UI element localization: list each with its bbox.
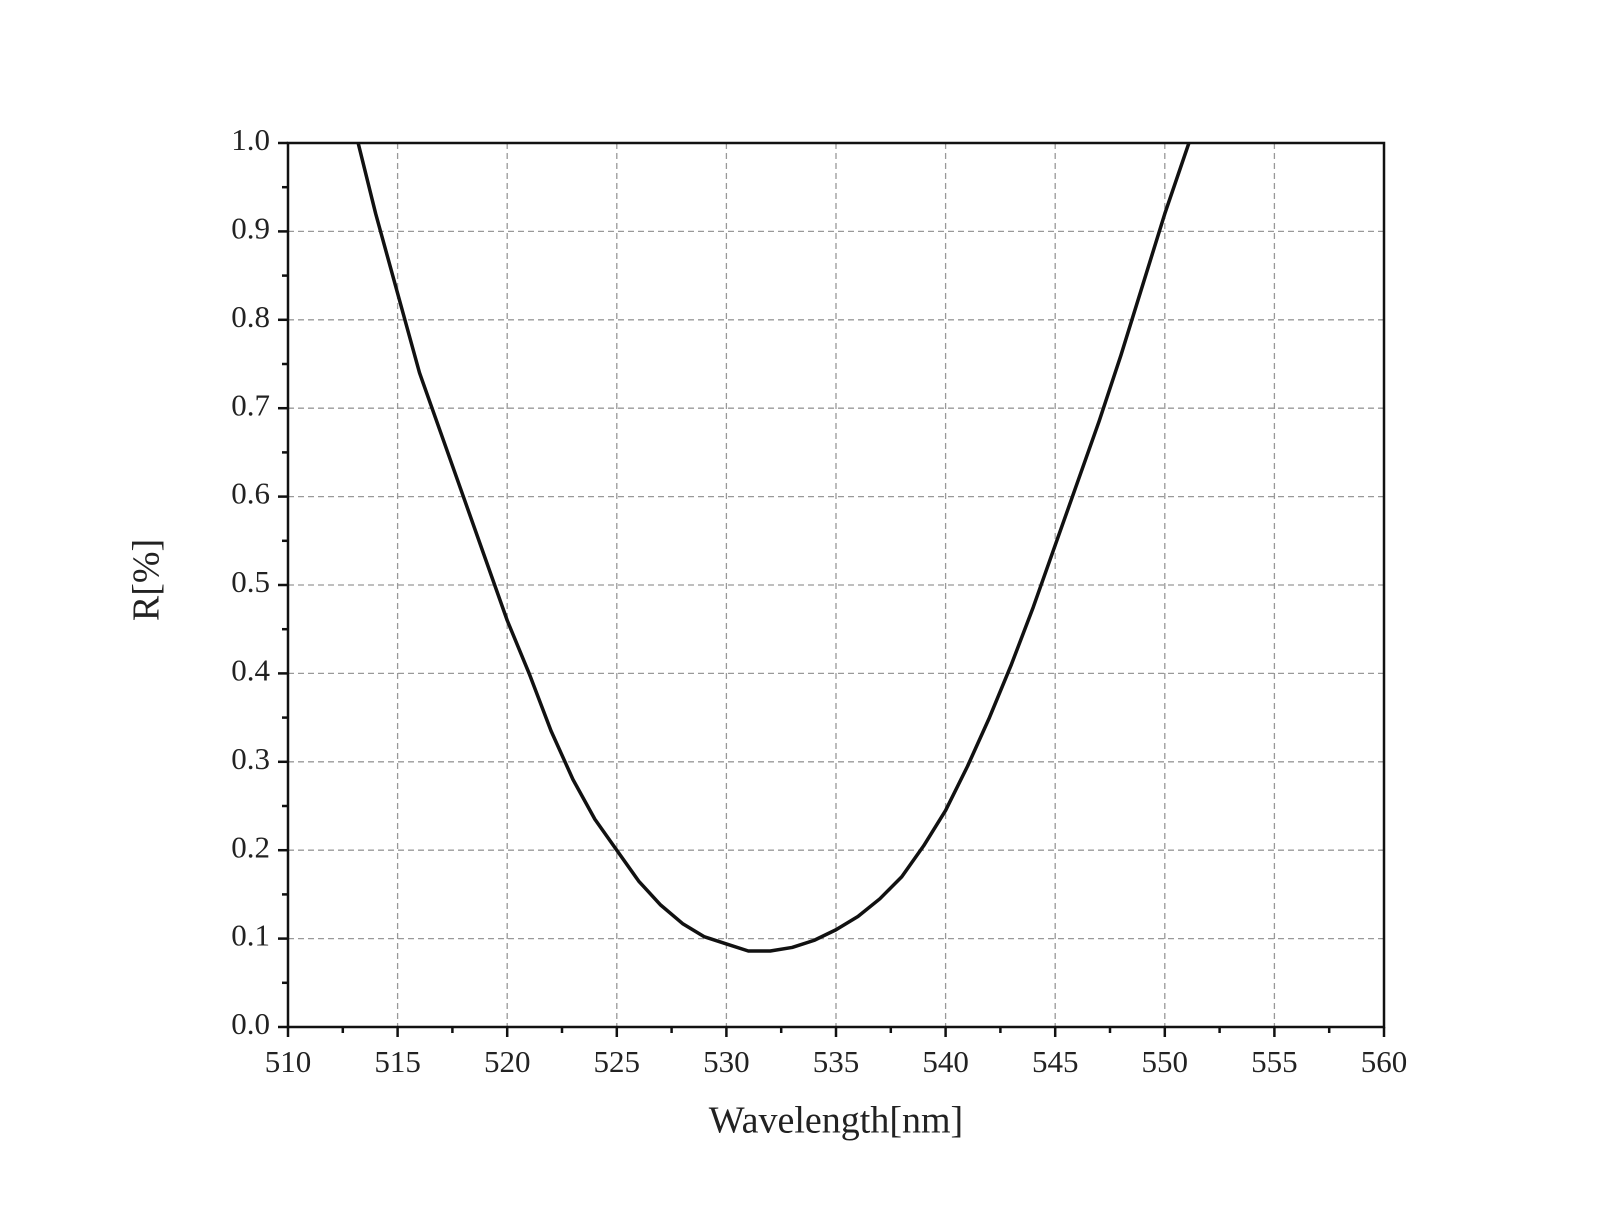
y-tick-label: 0.0	[231, 1006, 270, 1041]
data-line	[356, 143, 1191, 953]
x-tick-label: 520	[484, 1044, 531, 1079]
x-axis-label: Wavelength[nm]	[709, 1100, 963, 1142]
x-tick-label: 545	[1032, 1044, 1079, 1079]
x-tick-label: 530	[703, 1044, 750, 1079]
x-tick-label: 535	[813, 1044, 860, 1079]
plot-frame	[286, 141, 1386, 1029]
x-tick-label: 510	[265, 1044, 312, 1079]
y-tick-label: 0.2	[231, 829, 270, 864]
y-tick-label: 0.8	[231, 299, 270, 334]
y-tick-label: 0.6	[231, 476, 270, 511]
y-tick-label: 0.7	[231, 387, 270, 422]
x-tick-label: 515	[374, 1044, 421, 1079]
x-tick-label: 550	[1142, 1044, 1189, 1079]
y-tick-label: 0.1	[231, 918, 270, 953]
y-tick-label: 0.9	[231, 211, 270, 246]
x-tick-label: 555	[1251, 1044, 1298, 1079]
y-tick-label: 0.3	[231, 741, 270, 776]
x-tick-label: 560	[1361, 1044, 1408, 1079]
y-tick-label: 0.4	[231, 653, 270, 688]
x-tick-label: 540	[922, 1044, 969, 1079]
y-tick-label: 1.0	[231, 122, 270, 157]
y-tick-label: 0.5	[231, 564, 270, 599]
y-axis-label: R[%]	[126, 539, 168, 621]
x-tick-label: 525	[594, 1044, 641, 1079]
